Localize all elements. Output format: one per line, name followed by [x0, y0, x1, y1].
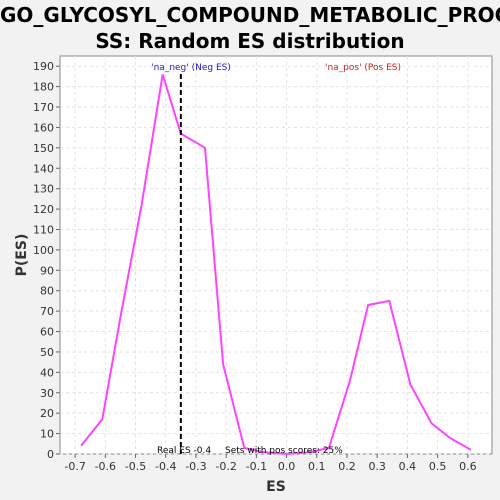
y-axis-title: P(ES) [14, 234, 30, 277]
y-tick-label: 170 [33, 101, 54, 114]
x-tick-label: 0.4 [399, 460, 417, 473]
y-tick-label: 90 [40, 264, 54, 277]
chart-title-line2: SS: Random ES distribution [95, 29, 405, 53]
series-line [80, 74, 472, 456]
y-tick-label: 10 [40, 428, 54, 441]
x-axis-ticks: -0.7 -0.6 -0.5 -0.4 -0.3 -0.2 -0.1 0.0 0.1 0.2 0.3… [64, 454, 477, 473]
x-tick-label: 0.2 [338, 460, 356, 473]
y-tick-label: 60 [40, 326, 54, 339]
grid [60, 56, 492, 455]
real-es-label: Real ES -0.4 [157, 446, 211, 456]
y-tick-label: 110 [33, 223, 54, 236]
y-tick-label: 160 [33, 121, 54, 134]
neg-es-label: 'na_neg' (Neg ES) [151, 63, 231, 73]
y-tick-label: 30 [40, 387, 54, 400]
y-tick-label: 20 [40, 407, 54, 420]
chart-title-line1: GO_GLYCOSYL_COMPOUND_METABOLIC_PROCE [0, 3, 500, 27]
x-tick-label: 0.5 [429, 460, 447, 473]
y-tick-label: 180 [33, 81, 54, 94]
y-tick-label: 50 [40, 346, 54, 359]
x-tick-label: -0.7 [64, 460, 85, 473]
x-tick-label: 0.3 [368, 460, 386, 473]
chart-title: GO_GLYCOSYL_COMPOUND_METABOLIC_PROCE SS:… [0, 2, 500, 54]
y-tick-label: 0 [47, 448, 54, 461]
x-axis-title: ES [266, 479, 286, 495]
x-tick-label: -0.5 [125, 460, 146, 473]
x-tick-label: -0.3 [185, 460, 206, 473]
plot-area [59, 55, 493, 455]
x-tick-label: -0.4 [155, 460, 176, 473]
y-tick-label: 40 [40, 366, 54, 379]
x-tick-label: -0.2 [215, 460, 236, 473]
y-axis-ticks: 0 10 20 30 40 50 60 70 80 90 100 110 120 130 140 150 160… [33, 60, 60, 461]
x-tick-label: -0.6 [95, 460, 116, 473]
x-tick-label: 0.0 [278, 460, 296, 473]
sets-pos-label: Sets with pos scores: 25% [225, 446, 343, 456]
y-tick-label: 190 [33, 60, 54, 73]
pos-es-label: 'na_pos' (Pos ES) [325, 63, 401, 73]
series-layer [80, 74, 472, 456]
y-tick-label: 70 [40, 305, 54, 318]
y-tick-label: 80 [40, 285, 54, 298]
x-tick-label: -0.1 [246, 460, 267, 473]
y-tick-label: 140 [33, 162, 54, 175]
x-tick-label: 0.1 [308, 460, 326, 473]
y-tick-label: 150 [33, 142, 54, 155]
y-tick-label: 120 [33, 203, 54, 216]
y-tick-label: 100 [33, 244, 54, 257]
x-tick-label: 0.6 [459, 460, 477, 473]
y-tick-label: 130 [33, 183, 54, 196]
